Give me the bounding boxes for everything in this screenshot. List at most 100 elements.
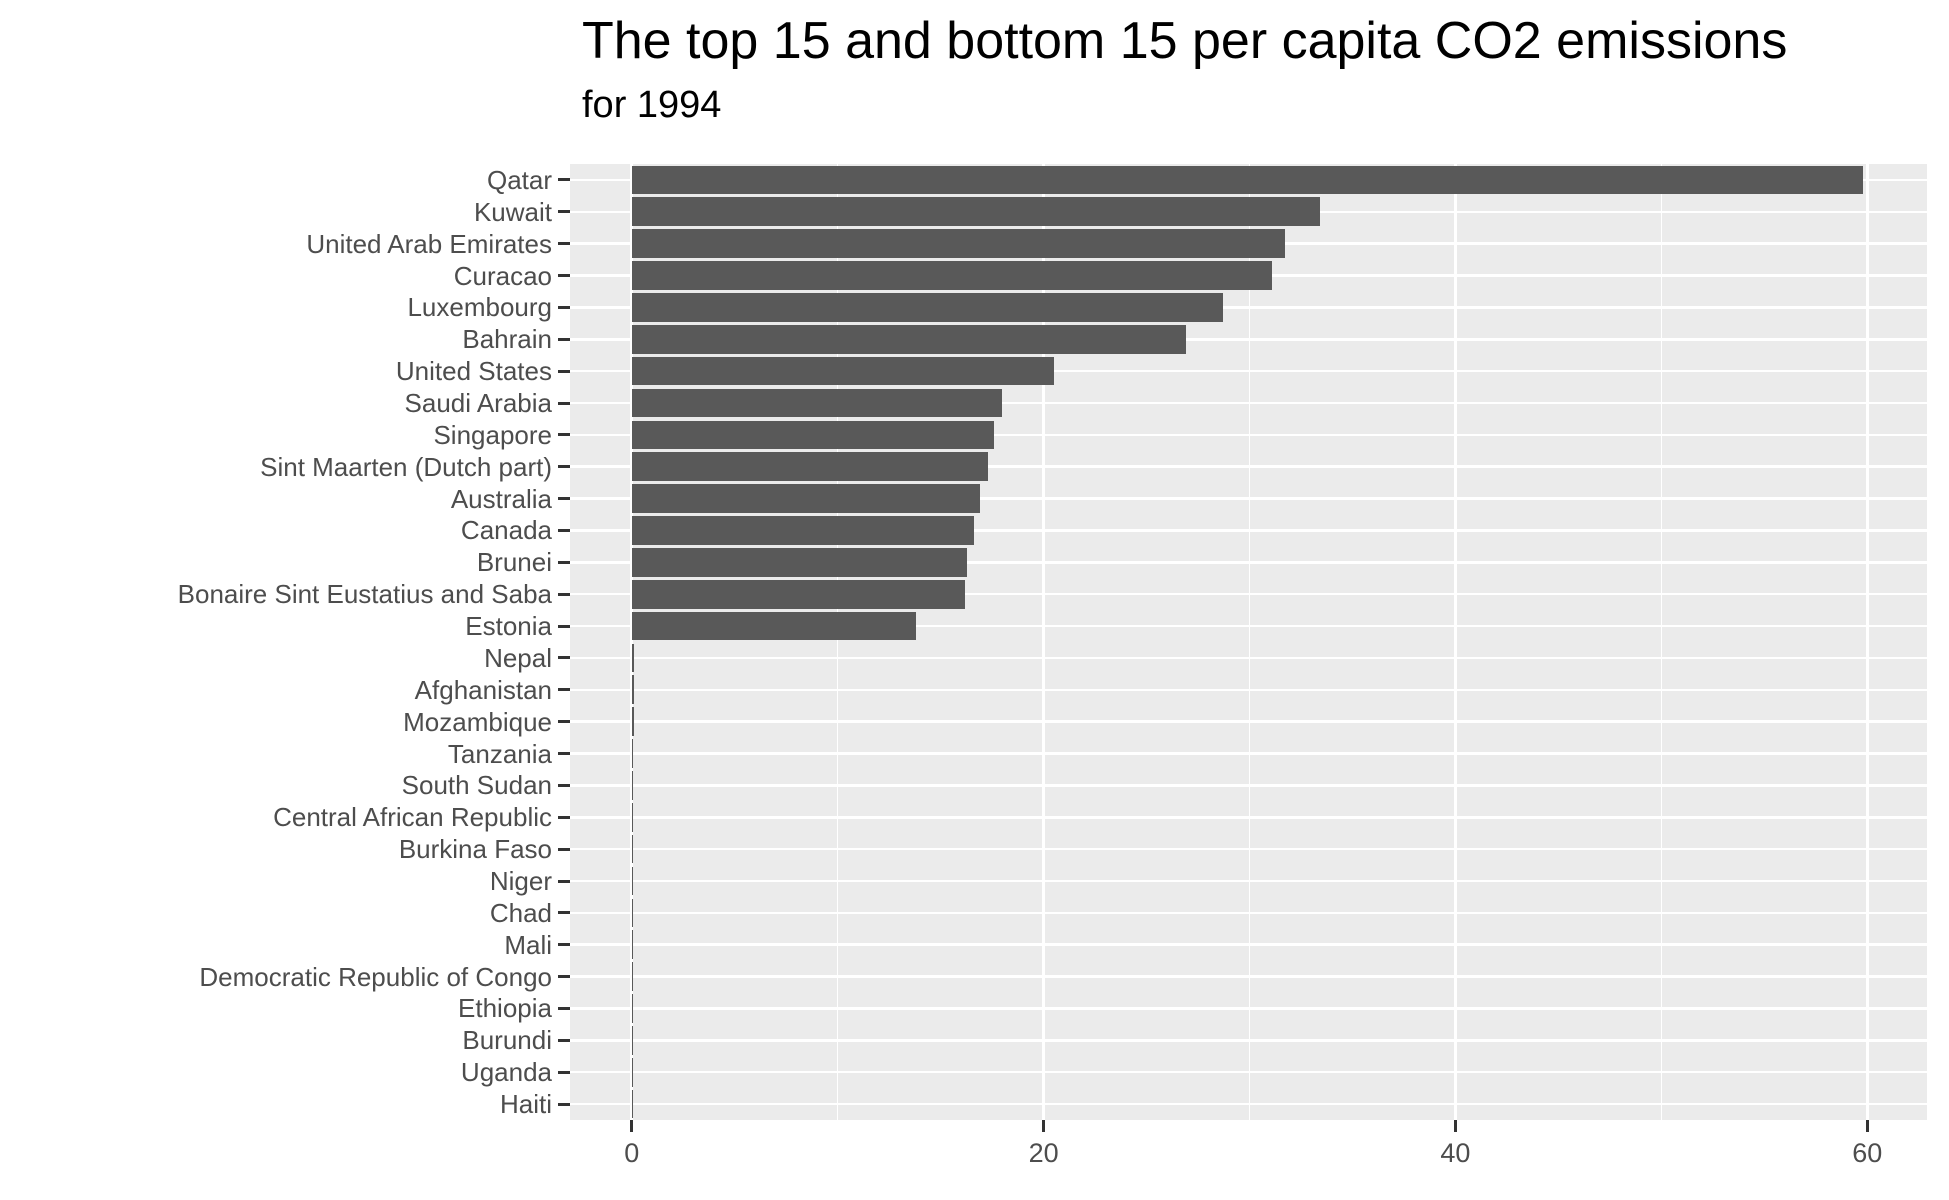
bar [631, 197, 1320, 227]
gridline-minor [1660, 164, 1663, 1120]
gridline-row [570, 815, 1927, 819]
y-tick-mark [558, 497, 570, 501]
gridline-row [570, 465, 1927, 469]
gridline-row [570, 337, 1927, 341]
y-tick-mark [558, 720, 570, 724]
gridline-major [1454, 164, 1457, 1120]
bar [631, 261, 1273, 290]
gridline-major [630, 164, 634, 1120]
y-axis-label: Australia [450, 483, 552, 514]
y-axis-label: United States [395, 356, 552, 387]
y-tick-mark [558, 783, 570, 787]
chart-title: The top 15 and bottom 15 per capita CO2 … [582, 12, 1788, 70]
gridline-row [570, 1007, 1927, 1010]
y-axis-label: Estonia [465, 611, 552, 642]
gridline-row [570, 752, 1927, 755]
bar [631, 165, 1864, 195]
y-tick-mark [558, 911, 570, 915]
y-tick-mark [558, 624, 570, 628]
bar [631, 547, 968, 577]
y-tick-mark [558, 752, 570, 756]
bar [631, 643, 634, 673]
bar [631, 579, 966, 609]
gridline-row [570, 433, 1927, 437]
y-tick-mark [558, 401, 570, 405]
y-axis-label: Tanzania [447, 738, 552, 769]
x-axis-label: 20 [1028, 1138, 1059, 1168]
bar [631, 293, 1223, 322]
y-tick-mark [558, 305, 570, 309]
gridline-minor [836, 164, 839, 1120]
y-axis-label: Central African Republic [273, 802, 552, 833]
gridline-minor [1248, 164, 1251, 1120]
y-axis-label: Curacao [453, 260, 552, 291]
gridline-row [570, 720, 1927, 723]
y-axis-label: Nepal [484, 642, 552, 673]
y-axis-label: Ethiopia [458, 993, 552, 1024]
y-tick-mark [558, 847, 570, 851]
bar [631, 611, 916, 641]
x-tick-mark [630, 1120, 634, 1132]
y-tick-mark [558, 369, 570, 373]
bar [631, 675, 634, 705]
x-axis-label: 0 [624, 1138, 640, 1168]
y-tick-mark [558, 210, 570, 214]
y-tick-mark [558, 433, 570, 437]
y-axis-label: Canada [460, 515, 552, 546]
plot-panel [570, 164, 1927, 1120]
gridline-row [570, 306, 1927, 309]
y-tick-mark [558, 337, 570, 341]
y-tick-mark [558, 1038, 570, 1042]
y-axis-label: Qatar [486, 164, 552, 195]
y-axis-label: Singapore [433, 419, 552, 450]
gridline-major [1865, 164, 1869, 1120]
gridline-row [570, 784, 1927, 787]
y-axis-label: Bahrain [462, 324, 552, 355]
y-tick-mark [558, 815, 570, 819]
y-tick-mark [558, 560, 570, 564]
y-axis-label: United Arab Emirates [306, 228, 552, 259]
y-axis-label: Mali [504, 929, 552, 960]
gridline-row [570, 911, 1927, 915]
gridline-row [570, 1039, 1927, 1042]
x-tick-mark [1453, 1120, 1457, 1132]
y-axis-label: Democratic Republic of Congo [199, 961, 552, 992]
gridline-row [570, 592, 1927, 596]
bar [631, 388, 1003, 418]
x-tick-mark [1042, 1120, 1046, 1132]
bar [631, 1025, 633, 1055]
y-axis-label: Brunei [476, 547, 552, 578]
x-axis-label: 40 [1440, 1138, 1471, 1168]
y-axis-label: South Sudan [401, 770, 552, 801]
bar [631, 802, 634, 832]
y-axis-label: Saudi Arabia [404, 388, 552, 418]
bar [631, 1089, 633, 1119]
y-axis-label: Uganda [460, 1057, 552, 1088]
y-axis-label: Luxembourg [407, 292, 552, 323]
y-tick-mark [558, 943, 570, 947]
y-tick-mark [558, 242, 570, 246]
gridline-row [570, 561, 1927, 564]
y-axis-label: Mozambique [403, 706, 552, 737]
bar [631, 356, 1054, 386]
y-axis-label: Sint Maarten (Dutch part) [260, 451, 552, 482]
y-tick-mark [558, 592, 570, 596]
y-axis-label: Afghanistan [414, 674, 552, 705]
bar [631, 229, 1285, 258]
y-tick-mark [558, 1102, 570, 1106]
y-tick-mark [558, 975, 570, 979]
y-axis-label: Burkina Faso [398, 834, 552, 865]
gridline-major [1042, 164, 1045, 1120]
gridline-row [570, 401, 1927, 405]
bar [631, 739, 634, 768]
bar [631, 484, 980, 513]
bar [631, 1057, 633, 1087]
gridline-row [570, 943, 1927, 947]
gridline-row [570, 847, 1927, 851]
bar [631, 898, 633, 928]
y-tick-mark [558, 178, 570, 182]
y-tick-mark [558, 1006, 570, 1010]
gridline-row [570, 497, 1927, 500]
gridline-row [570, 1070, 1927, 1074]
